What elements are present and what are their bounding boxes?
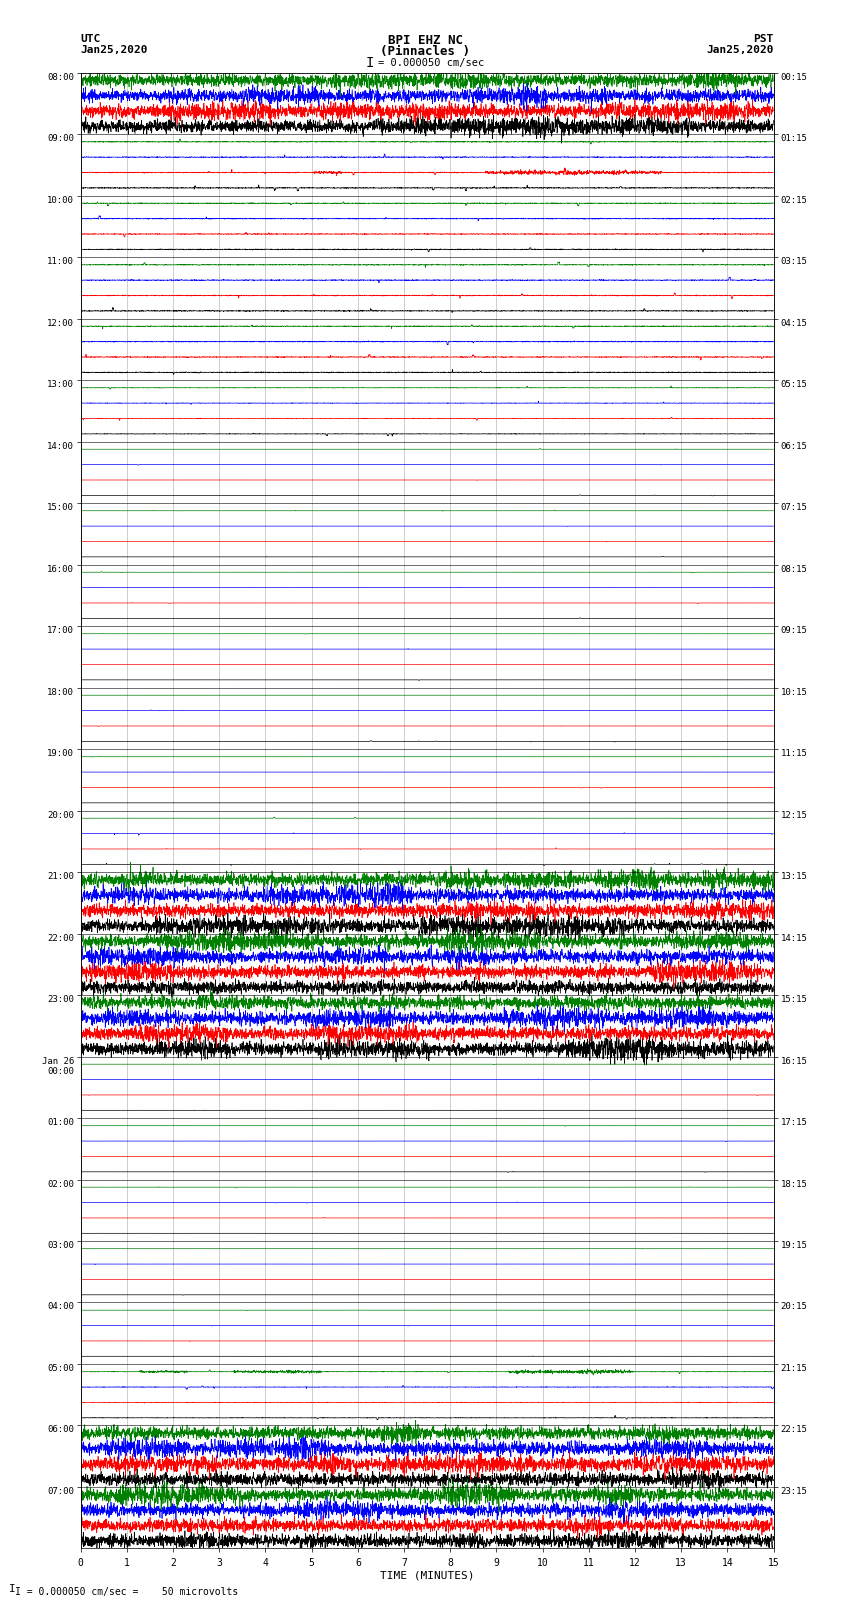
X-axis label: TIME (MINUTES): TIME (MINUTES) (380, 1571, 474, 1581)
Text: Jan25,2020: Jan25,2020 (81, 45, 148, 55)
Text: PST: PST (753, 34, 774, 44)
Text: BPI EHZ NC: BPI EHZ NC (388, 34, 462, 47)
Text: I: I (366, 56, 374, 71)
Text: UTC: UTC (81, 34, 101, 44)
Text: = 0.000050 cm/sec: = 0.000050 cm/sec (378, 58, 484, 68)
Text: Jan25,2020: Jan25,2020 (706, 45, 774, 55)
Text: I = 0.000050 cm/sec =    50 microvolts: I = 0.000050 cm/sec = 50 microvolts (15, 1587, 239, 1597)
Text: (Pinnacles ): (Pinnacles ) (380, 45, 470, 58)
Text: I: I (8, 1584, 15, 1594)
